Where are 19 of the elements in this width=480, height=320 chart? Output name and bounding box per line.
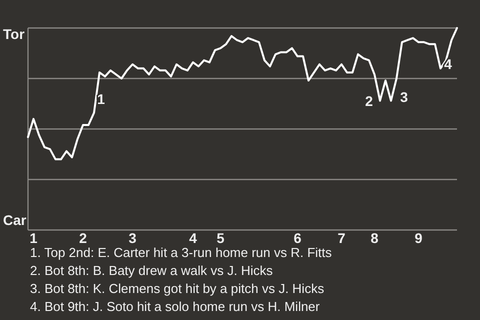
x-tick-label: 1 — [30, 230, 38, 246]
annotation: 3 — [400, 88, 408, 105]
annotation: 1 — [97, 90, 106, 107]
text: 3. Bot 8th: K. Clemens got hit by a pitch vs J. Hicks — [30, 281, 325, 296]
text: Tor — [3, 26, 26, 42]
x-tick-label: 7 — [338, 230, 346, 246]
annotation: 4 — [444, 56, 452, 72]
text: 2. Bot 8th: B. Baty drew a walk vs J. Hicks — [30, 263, 274, 278]
x-tick-label: 2 — [79, 230, 88, 246]
x-tick-label: 3 — [128, 230, 137, 246]
x-tick-label: 5 — [216, 230, 225, 246]
annotation: 2 — [365, 92, 374, 109]
text: 1. Top 2nd: E. Carter hit a 3-run home run vs R. Fitts — [30, 245, 332, 260]
x-tick-label: 9 — [414, 230, 423, 246]
text: 4. Bot 9th: J. Soto hit a solo home run vs H. Milner — [30, 299, 320, 314]
x-tick-label: 8 — [370, 230, 379, 246]
x-tick-label: 4 — [189, 230, 198, 246]
text: Car — [3, 212, 27, 228]
x-tick-label: 6 — [294, 230, 302, 246]
